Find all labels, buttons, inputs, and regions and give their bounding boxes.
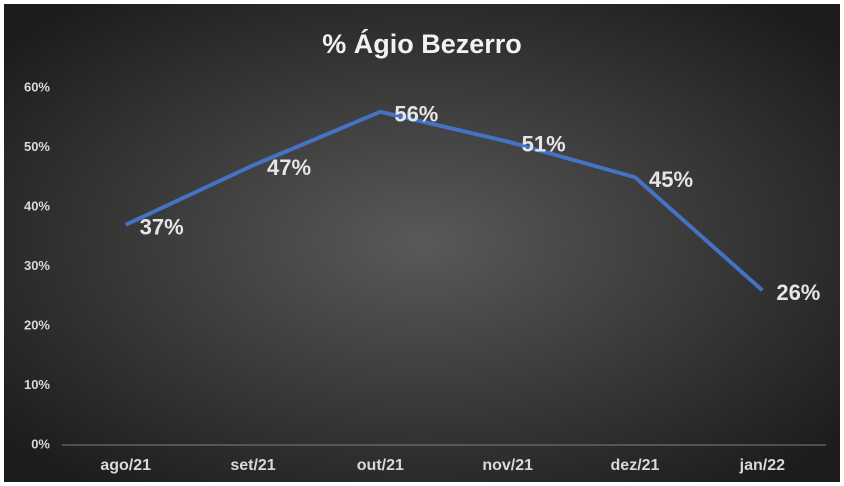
x-tick-label: jan/22 [739,457,785,474]
y-tick-label: 30% [24,258,50,273]
x-tick-label: set/21 [230,457,275,474]
y-tick-label: 0% [31,436,50,451]
x-tick-label: nov/21 [482,457,533,474]
data-label: 37% [140,215,184,240]
x-tick-label: dez/21 [611,457,660,474]
y-tick-label: 40% [24,198,50,213]
line [124,109,764,292]
data-label: 51% [522,131,566,156]
data-label: 26% [776,280,820,305]
x-tick-label: out/21 [357,457,404,474]
x-tick-label: ago/21 [100,457,151,474]
chart-title: % Ágio Bezerro [322,28,522,59]
data-label: 45% [649,167,693,192]
y-tick-label: 50% [24,139,50,154]
y-tick-label: 20% [24,317,50,332]
data-label: 47% [267,155,311,180]
y-tick-label: 60% [24,79,50,94]
data-label: 56% [394,102,438,127]
y-tick-label: 10% [24,377,50,392]
background [4,4,840,482]
